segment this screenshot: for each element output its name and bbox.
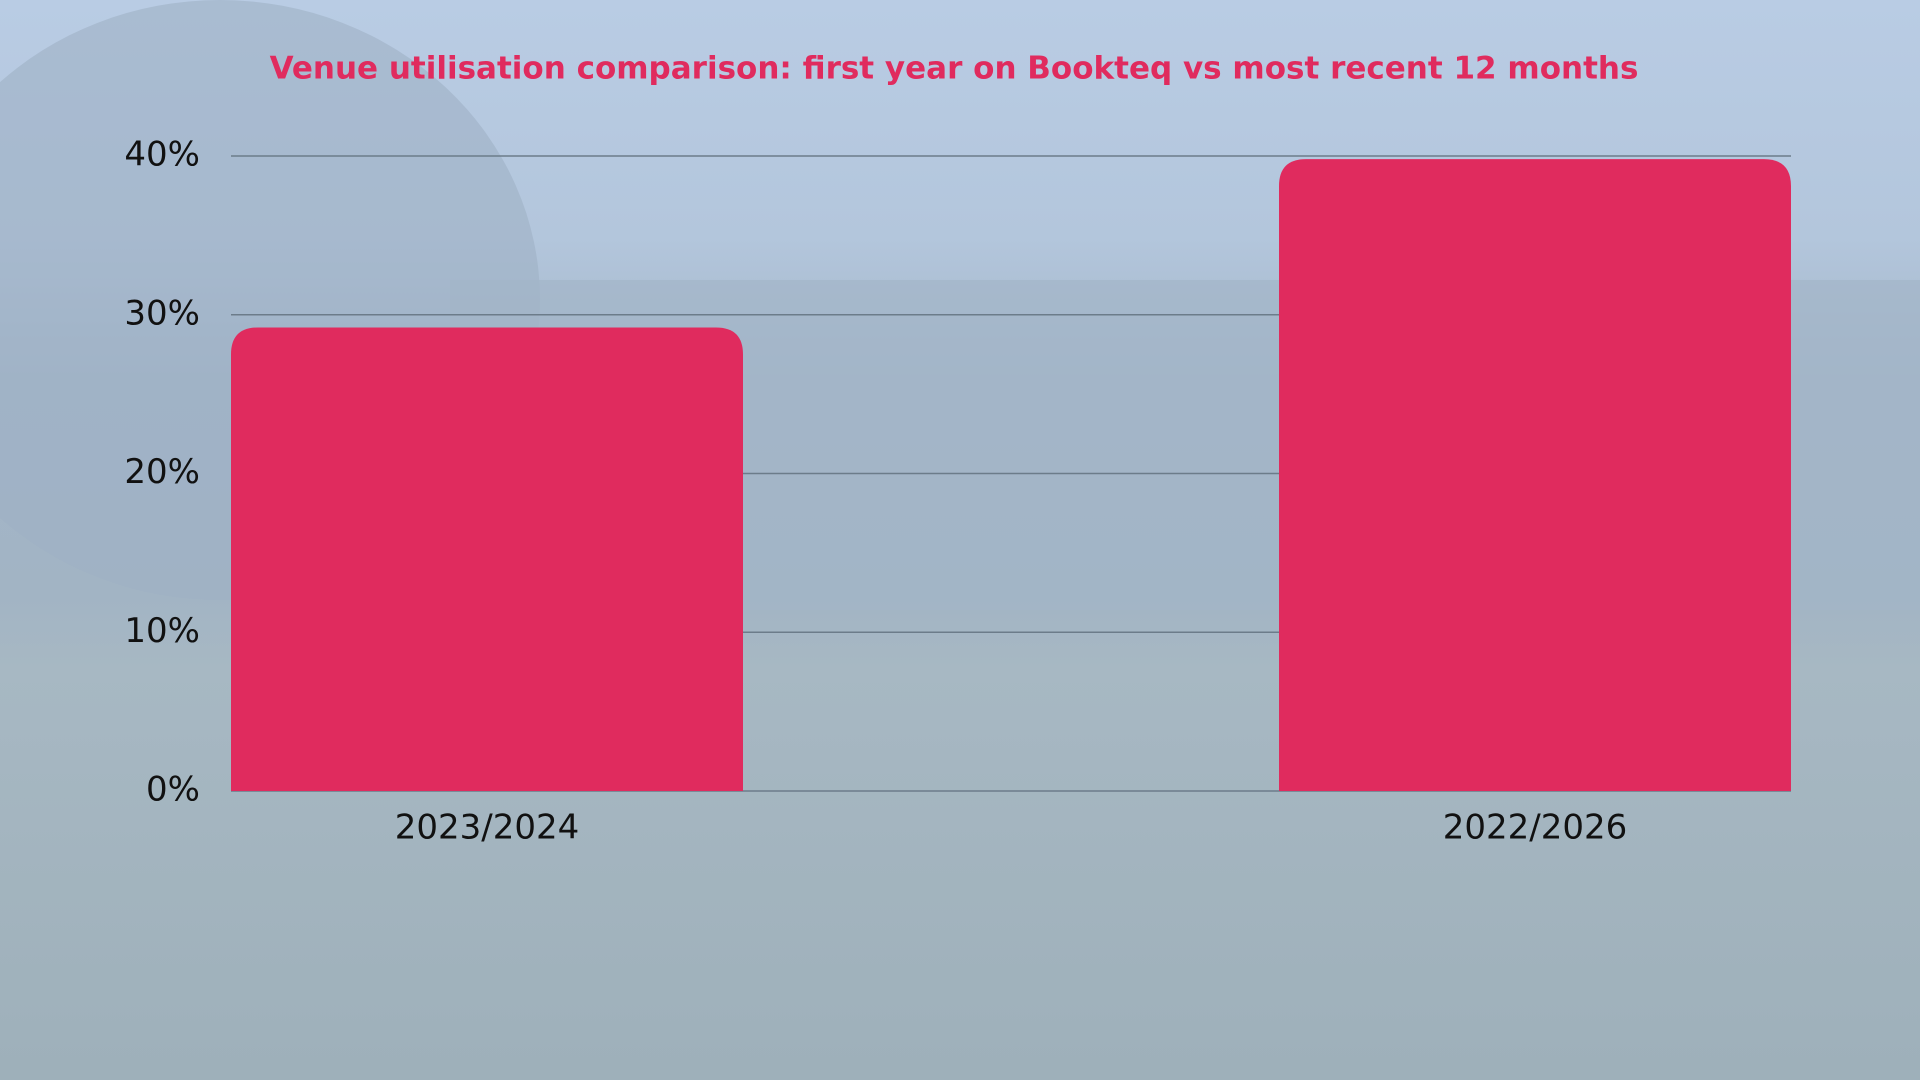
- chart-title: Venue utilisation comparison: first year…: [270, 51, 1639, 87]
- y-tick-label: 20%: [124, 452, 200, 492]
- y-tick-label: 30%: [124, 293, 200, 333]
- y-tick-label: 10%: [124, 611, 200, 651]
- y-tick-label: 0%: [146, 770, 200, 810]
- bar: [231, 327, 743, 791]
- y-tick-label: 40%: [124, 135, 200, 175]
- x-tick-label: 2022/2026: [1443, 808, 1628, 848]
- bar: [1279, 159, 1791, 792]
- x-tick-label: 2023/2024: [395, 808, 580, 848]
